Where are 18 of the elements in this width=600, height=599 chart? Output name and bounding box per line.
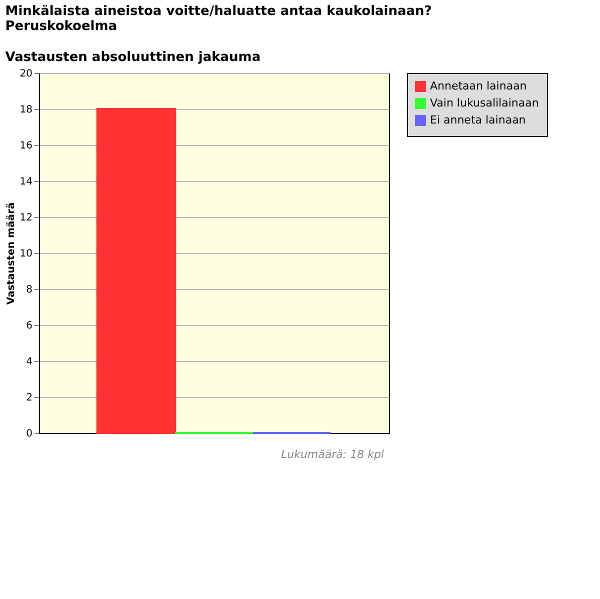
y-tick-label: 14	[20, 176, 32, 188]
y-tick-label: 8	[26, 284, 32, 296]
y-tick-label: 20	[20, 68, 32, 80]
text: Lukumäärä: 18 kpl	[280, 448, 384, 461]
legend-label: Vain lukusalilainaan	[430, 96, 539, 110]
y-tick-label: 6	[26, 320, 32, 332]
y-tick-label: 12	[20, 212, 32, 224]
chart-title: Minkälaista aineistoa voitte/haluatte antaa kaukolainaan? Peruskokoelma	[5, 4, 432, 34]
legend-label: Annetaan lainaan	[430, 80, 527, 92]
legend-label: Ei anneta lainaan	[430, 114, 526, 126]
y-tick-label: 0	[26, 428, 32, 440]
y-tick-label: 4	[26, 356, 32, 368]
y-tick-label: 16	[20, 140, 32, 152]
y-axis-title: Vastausten määrä	[6, 202, 17, 305]
y-tick-label: 10	[20, 248, 32, 260]
y-tick-label: 18	[20, 104, 32, 116]
chart-subtitle: Vastausten absoluuttinen jakauma	[5, 50, 261, 65]
y-tick-label: 2	[26, 392, 32, 404]
